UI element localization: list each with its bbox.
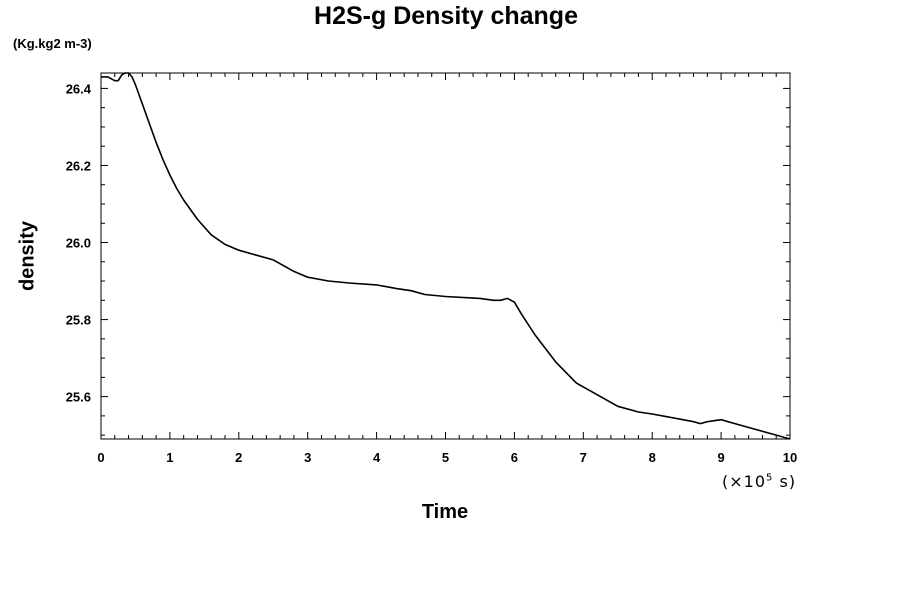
- series-layer: [101, 72, 791, 440]
- x-multiplier-suffix: s): [773, 472, 797, 491]
- x-tick-label: 5: [442, 450, 449, 465]
- x-tick-label: 8: [649, 450, 656, 465]
- x-tick-label: 2: [235, 450, 242, 465]
- x-tick-label: 9: [717, 450, 724, 465]
- x-axis-label: Time: [421, 501, 469, 523]
- chart-title: H2S-g Density change: [314, 2, 578, 30]
- x-axis-multiplier: (×105 s): [722, 472, 796, 491]
- y-tick-label: 25.8: [66, 313, 91, 328]
- x-tick-label: 1: [166, 450, 173, 465]
- y-tick-label: 26.2: [66, 158, 91, 173]
- y-tick-label: 26.4: [66, 81, 92, 96]
- x-tick-label: 10: [783, 450, 797, 465]
- x-tick-label: 0: [97, 450, 104, 465]
- y-tick-label: 25.6: [66, 390, 91, 405]
- x-multiplier-prefix: (×10: [722, 472, 767, 491]
- x-tick-label: 7: [580, 450, 587, 465]
- x-tick-label: 3: [304, 450, 311, 465]
- x-tick-label: 4: [373, 450, 381, 465]
- tick-layer: [100, 73, 791, 439]
- plot-frame: [100, 72, 791, 440]
- x-tick-label: 6: [511, 450, 518, 465]
- series-line-density: [101, 72, 791, 440]
- tick-label-layer: 0 1 2 3 4 5 6 7 8 9 10 25.6 25.8 26.0 26.2 26.4: [66, 81, 798, 465]
- x-multiplier-exponent: 5: [766, 472, 774, 484]
- y-tick-label: 26.0: [66, 236, 91, 251]
- units-label: (Kg.kg2 m-3): [13, 36, 92, 51]
